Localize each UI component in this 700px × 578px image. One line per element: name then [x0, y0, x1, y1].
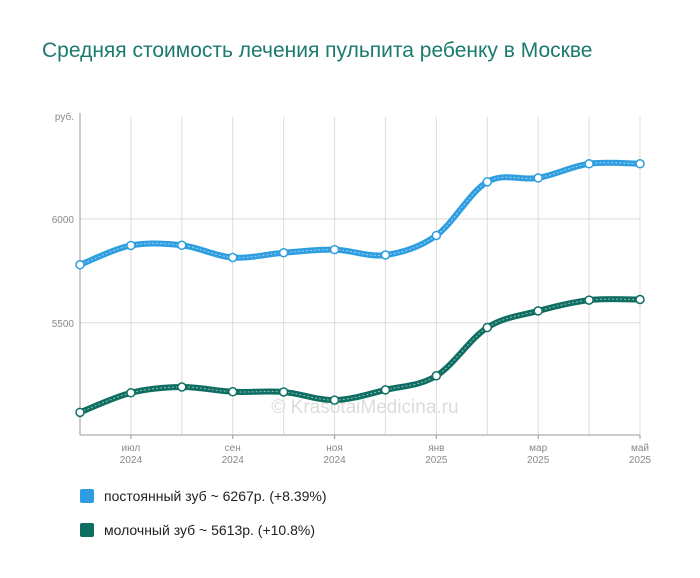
x-tick-label-month: ноя [326, 443, 343, 454]
x-tick-label-month: янв [428, 443, 444, 454]
series-line-0 [77, 159, 643, 268]
series-line-highlight-0 [79, 162, 641, 266]
legend-swatch-milk [80, 523, 94, 537]
data-point [431, 230, 442, 241]
data-point [533, 173, 543, 183]
data-point [584, 295, 594, 305]
x-tick-label-month: сен [225, 443, 241, 454]
data-point [227, 252, 238, 263]
legend-label-milk: молочный зуб ~ 5613р. (+10.8%) [104, 522, 316, 538]
data-point [635, 159, 645, 169]
data-point [329, 244, 340, 255]
watermark: © KrasotaiMedicina.ru [271, 397, 458, 418]
legend-swatch-permanent [80, 489, 94, 503]
data-point [75, 260, 85, 270]
data-point [227, 387, 238, 397]
data-point [177, 240, 187, 250]
data-point [126, 240, 136, 251]
data-point [177, 382, 187, 392]
data-point [482, 177, 493, 187]
x-tick-label-month: мар [529, 443, 547, 454]
y-tick-label: 6000 [52, 215, 75, 226]
x-tick-label-year: 2024 [120, 455, 143, 466]
x-tick-label-year: 2025 [425, 455, 448, 466]
x-tick-label-year: 2024 [323, 455, 346, 466]
data-point [584, 159, 594, 169]
data-point [482, 322, 493, 333]
data-point [329, 395, 340, 405]
data-point [380, 385, 391, 395]
data-point [635, 294, 645, 305]
data-point [533, 306, 543, 316]
data-point [278, 247, 289, 258]
legend-label-permanent: постоянный зуб ~ 6267р. (+8.39%) [104, 488, 327, 504]
data-point [431, 371, 442, 381]
chart-title: Средняя стоимость лечения пульпита ребен… [42, 39, 593, 62]
legend: постоянный зуб ~ 6267р. (+8.39%) молочны… [80, 486, 327, 554]
series-line-1 [77, 296, 643, 416]
y-tick-label: 5500 [52, 319, 75, 330]
legend-item-milk: молочный зуб ~ 5613р. (+10.8%) [80, 520, 327, 540]
legend-item-permanent: постоянный зуб ~ 6267р. (+8.39%) [80, 486, 327, 506]
x-tick-label-month: май [631, 443, 649, 454]
x-tick-label-month: июл [122, 443, 141, 454]
y-axis-unit: руб. [55, 111, 74, 123]
x-tick-label-year: 2024 [222, 455, 245, 466]
x-tick-label-year: 2025 [527, 455, 550, 466]
data-point [75, 407, 85, 418]
data-point [380, 250, 391, 260]
data-point [126, 388, 136, 398]
x-tick-label-year: 2025 [629, 455, 652, 466]
line-chart: 55006000руб.июл2024сен2024ноя2024янв2025… [52, 111, 652, 466]
data-point [278, 387, 289, 397]
